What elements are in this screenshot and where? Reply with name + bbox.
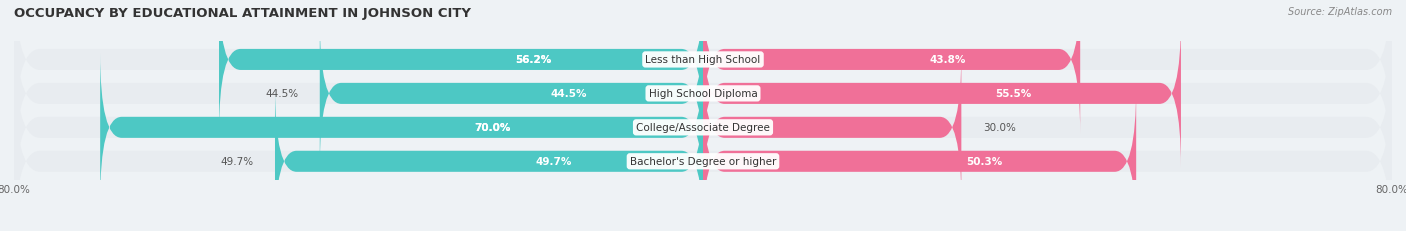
FancyBboxPatch shape bbox=[319, 20, 703, 168]
Text: College/Associate Degree: College/Associate Degree bbox=[636, 123, 770, 133]
FancyBboxPatch shape bbox=[276, 88, 703, 231]
Text: Bachelor's Degree or higher: Bachelor's Degree or higher bbox=[630, 157, 776, 167]
FancyBboxPatch shape bbox=[703, 88, 1136, 231]
Text: 49.7%: 49.7% bbox=[536, 157, 571, 167]
FancyBboxPatch shape bbox=[703, 20, 1181, 168]
Text: 70.0%: 70.0% bbox=[474, 123, 510, 133]
Text: 70.0%: 70.0% bbox=[474, 123, 510, 133]
FancyBboxPatch shape bbox=[14, 0, 1392, 151]
Text: 56.2%: 56.2% bbox=[516, 55, 551, 65]
Text: 50.3%: 50.3% bbox=[966, 157, 1002, 167]
Text: 55.5%: 55.5% bbox=[995, 89, 1032, 99]
Text: 43.8%: 43.8% bbox=[929, 55, 966, 65]
FancyBboxPatch shape bbox=[703, 54, 962, 202]
Text: 44.5%: 44.5% bbox=[551, 89, 588, 99]
FancyBboxPatch shape bbox=[703, 0, 1080, 134]
Text: 56.2%: 56.2% bbox=[516, 55, 551, 65]
Text: Source: ZipAtlas.com: Source: ZipAtlas.com bbox=[1288, 7, 1392, 17]
FancyBboxPatch shape bbox=[219, 0, 703, 134]
Text: 44.5%: 44.5% bbox=[266, 89, 298, 99]
FancyBboxPatch shape bbox=[100, 54, 703, 202]
Text: High School Diploma: High School Diploma bbox=[648, 89, 758, 99]
FancyBboxPatch shape bbox=[14, 37, 1392, 219]
Text: OCCUPANCY BY EDUCATIONAL ATTAINMENT IN JOHNSON CITY: OCCUPANCY BY EDUCATIONAL ATTAINMENT IN J… bbox=[14, 7, 471, 20]
Text: Less than High School: Less than High School bbox=[645, 55, 761, 65]
FancyBboxPatch shape bbox=[14, 71, 1392, 231]
Text: 30.0%: 30.0% bbox=[983, 123, 1015, 133]
Text: 49.7%: 49.7% bbox=[221, 157, 253, 167]
FancyBboxPatch shape bbox=[14, 3, 1392, 185]
